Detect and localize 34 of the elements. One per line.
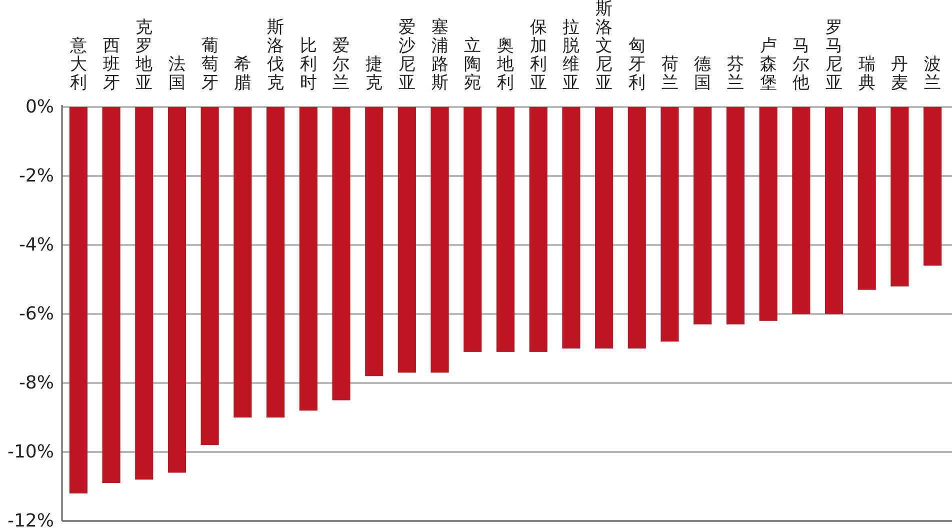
y-tick-label: -2%: [18, 166, 54, 186]
x-tick-label: 卢森堡: [760, 36, 777, 93]
x-tick-label: 西班牙: [102, 36, 120, 93]
y-tick-label: -8%: [18, 372, 54, 394]
y-tick-label: -6%: [18, 304, 54, 324]
x-tick-label: 波兰: [924, 54, 942, 93]
x-tick-label: 斯洛文尼亚: [596, 0, 613, 93]
x-tick-label: 丹麦: [891, 54, 908, 93]
x-tick-label: 捷克: [366, 54, 383, 93]
x-tick-label: 马尔他: [792, 36, 810, 93]
x-tick-label: 比利时: [300, 36, 317, 93]
x-tick-label: 芬兰: [726, 54, 744, 93]
x-tick-label: 葡萄牙: [201, 36, 218, 93]
y-tick-label: -10%: [7, 442, 54, 462]
x-tick-label: 法国: [168, 54, 186, 93]
x-tick-label: 爱沙尼亚: [398, 18, 416, 93]
x-tick-label: 保加利亚: [530, 18, 547, 93]
y-tick-label: 0%: [25, 96, 54, 118]
x-tick-label: 意大利: [68, 36, 87, 93]
x-tick-label: 匈牙利: [628, 36, 646, 93]
x-tick-label: 瑞典: [858, 54, 876, 93]
x-tick-label: 希腊: [234, 54, 252, 93]
x-tick-label: 立陶宛: [464, 36, 482, 93]
x-tick-label: 斯洛伐克: [267, 18, 284, 93]
x-tick-label: 荷兰: [661, 54, 678, 93]
x-tick-label: 克罗地亚: [134, 18, 153, 93]
x-tick-label: 塞浦路斯: [431, 18, 448, 93]
x-tick-label: 德国: [694, 54, 712, 93]
x-tick-label: 奥地利: [496, 36, 514, 93]
x-tick-label: 罗马尼亚: [826, 18, 843, 93]
y-tick-label: -4%: [18, 234, 54, 256]
y-tick-label: -12%: [7, 510, 54, 531]
x-tick-label: 爱尔兰: [332, 36, 350, 93]
x-tick-label: 拉脱维亚: [562, 18, 580, 93]
